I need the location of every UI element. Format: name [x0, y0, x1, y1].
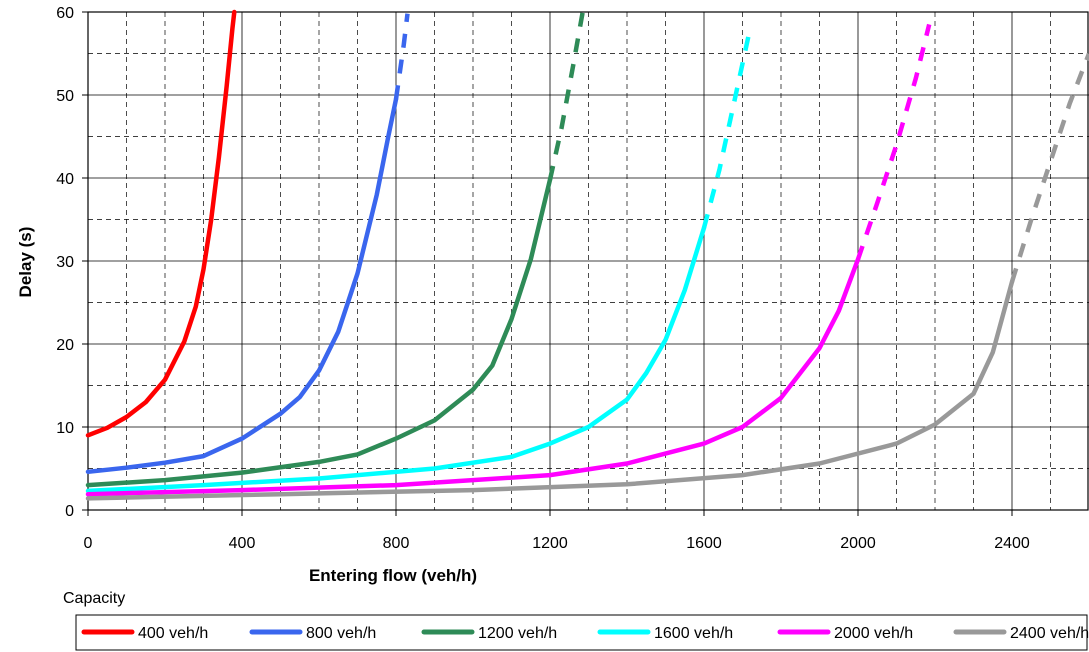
- series-extension-1200: [547, 11, 585, 181]
- legend-label-800: 800 veh/h: [306, 625, 376, 642]
- y-tick-label: 20: [56, 337, 74, 354]
- x-tick-label: 2400: [994, 535, 1030, 552]
- series-extension-1600: [701, 36, 751, 229]
- x-tick-label: 400: [229, 535, 256, 552]
- x-tick-label: 1600: [686, 535, 722, 552]
- y-tick-label: 40: [56, 171, 74, 188]
- legend-box: [75, 614, 1088, 651]
- legend-label-1200: 1200 veh/h: [478, 625, 557, 642]
- y-tick-label: 0: [65, 503, 74, 520]
- y-tick-label: 30: [56, 254, 74, 271]
- y-axis-title: Delay (s): [16, 227, 35, 298]
- y-tick-label: 10: [56, 420, 74, 437]
- series-line-2000: [85, 257, 861, 497]
- tick-labels: 0 400 800 1200 1600 2000 2400 0 10 20 30 40 50 60: [56, 5, 1030, 552]
- series-extension-800: [393, 13, 410, 100]
- x-tick-label: 0: [84, 535, 93, 552]
- x-tick-label: 800: [383, 535, 410, 552]
- x-axis-title: Entering flow (veh/h): [309, 566, 477, 585]
- legend-title: Capacity: [63, 590, 125, 607]
- y-tick-label: 60: [56, 5, 74, 22]
- legend-label-1600: 1600 veh/h: [654, 625, 733, 642]
- series-extension-2000: [855, 23, 932, 261]
- series-line-1600: [85, 225, 707, 494]
- series-line-400: [85, 9, 237, 438]
- series-line-800: [85, 96, 399, 475]
- series-line-1200: [85, 177, 553, 488]
- series-line-2400: [85, 279, 1015, 501]
- series-lines: [85, 9, 1089, 501]
- legend-label-2000: 2000 veh/h: [834, 625, 913, 642]
- legend-label-400: 400 veh/h: [138, 625, 208, 642]
- y-tick-label: 50: [56, 88, 74, 105]
- legend: 400 veh/h 800 veh/h 1200 veh/h 1600 veh/h 20…: [81, 625, 1089, 642]
- x-tick-label: 1200: [532, 535, 568, 552]
- legend-label-2400: 2400 veh/h: [1010, 625, 1089, 642]
- x-tick-label: 2000: [840, 535, 876, 552]
